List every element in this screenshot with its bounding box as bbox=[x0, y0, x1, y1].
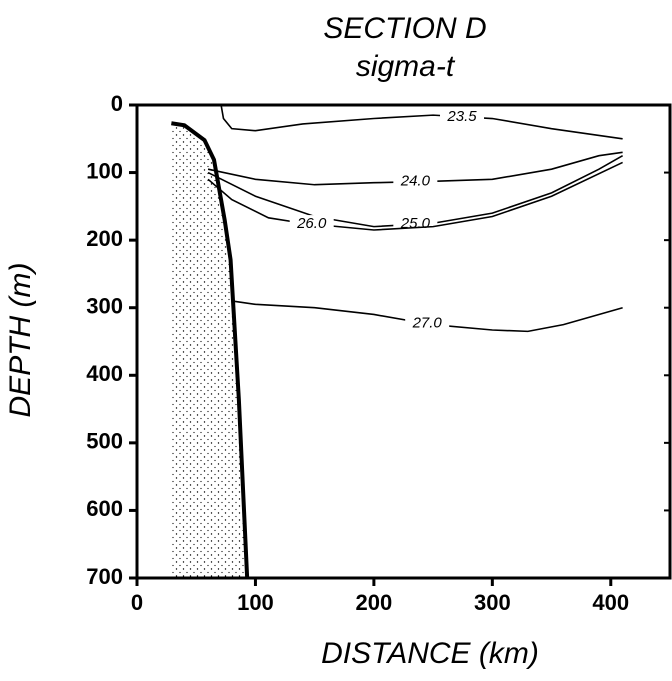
contour-label: 24.0 bbox=[400, 173, 431, 190]
label-bg bbox=[289, 215, 334, 234]
x-tick-label: 200 bbox=[356, 590, 393, 615]
y-tick-label: 600 bbox=[86, 496, 123, 521]
y-tick-label: 400 bbox=[86, 361, 123, 386]
x-tick-label: 0 bbox=[131, 590, 143, 615]
y-tick-label: 300 bbox=[86, 294, 123, 319]
contour-label: 27.0 bbox=[412, 315, 443, 332]
plot-frame bbox=[135, 103, 672, 580]
x-tick-label: 400 bbox=[592, 590, 629, 615]
x-tick-label: 300 bbox=[474, 590, 511, 615]
y-tick-label: 700 bbox=[86, 564, 123, 589]
y-tick-label: 500 bbox=[86, 429, 123, 454]
x-tick-label: 100 bbox=[237, 590, 274, 615]
contour-line bbox=[220, 104, 623, 140]
chart-title: SECTION D bbox=[323, 12, 486, 45]
label-bg bbox=[405, 314, 450, 333]
contour-label: 25.0 bbox=[400, 215, 431, 232]
y-tick-label: 200 bbox=[86, 226, 123, 251]
y-tick-label: 0 bbox=[111, 91, 123, 116]
contour-line bbox=[207, 161, 623, 231]
label-bg bbox=[440, 107, 485, 126]
y-axis-label: DEPTH (m) bbox=[4, 263, 37, 418]
contour-label: 26.0 bbox=[296, 215, 327, 232]
label-bg bbox=[393, 172, 438, 191]
y-tick-label: 100 bbox=[86, 158, 123, 183]
terrain bbox=[171, 123, 248, 578]
x-axis-label: DISTANCE (km) bbox=[321, 637, 539, 670]
chart-subtitle: sigma-t bbox=[356, 50, 456, 83]
contour-label: 23.5 bbox=[446, 108, 477, 125]
